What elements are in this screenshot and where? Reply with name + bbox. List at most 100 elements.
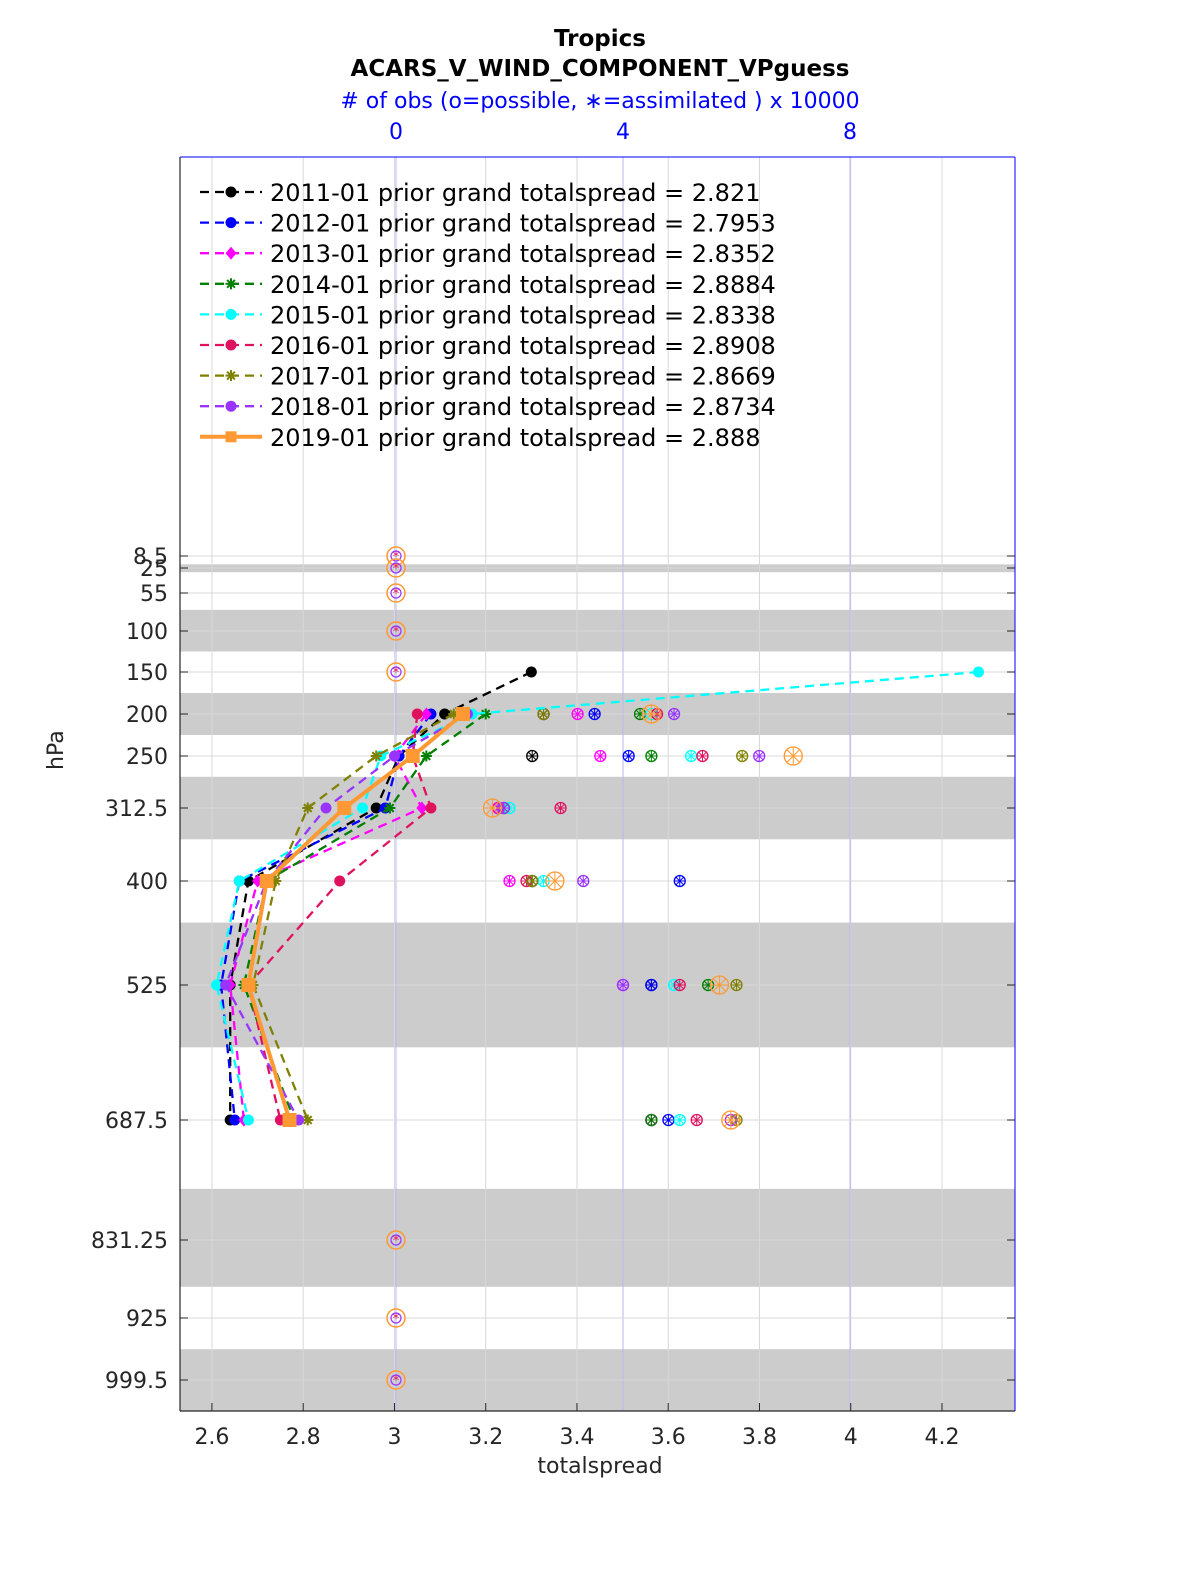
y-tick-label: 400 [126, 870, 168, 895]
obs-assim-marker: * [393, 1312, 400, 1327]
series-line-2012-01 [219, 713, 432, 1121]
data-point [481, 709, 491, 719]
data-point [334, 875, 346, 887]
data-point [320, 802, 332, 814]
shaded-band [180, 1188, 1015, 1287]
obs-assim-marker [596, 751, 605, 761]
data-point [303, 1115, 313, 1125]
series-line-2016-01 [247, 713, 433, 1121]
x-axis-title: totalspread [537, 1454, 663, 1479]
obs-possible-marker [390, 1312, 402, 1324]
obs-assim-marker [664, 1115, 673, 1125]
series-line-2015-01 [215, 670, 979, 1121]
top-axis-tick: 8 [843, 120, 857, 145]
obs-assim-marker [579, 876, 588, 886]
data-point [220, 979, 232, 991]
y-tick-label: 250 [126, 745, 168, 770]
series-line-2019-01 [246, 712, 465, 1121]
data-point [421, 751, 431, 761]
y-tick-label: 312.5 [105, 797, 168, 822]
data-point [972, 666, 984, 678]
series-line-2018-01 [224, 713, 469, 1121]
legend-entry: 2019-01 prior grand totalspread = 2.888 [270, 424, 760, 452]
obs-possible-marker [386, 546, 406, 566]
x-tick-label: 3 [387, 1425, 401, 1450]
legend-entry: 2012-01 prior grand totalspread = 2.7953 [270, 210, 776, 238]
obs-assim-marker [686, 751, 696, 761]
data-point [357, 802, 369, 814]
data-point [259, 874, 274, 888]
legend-entry: 2017-01 prior grand totalspread = 2.8669 [270, 363, 776, 391]
obs-possible-marker [390, 625, 402, 637]
data-point [455, 707, 470, 721]
obs-assim-marker [647, 1115, 656, 1125]
data-point [303, 803, 313, 813]
obs-assim-marker [754, 751, 764, 761]
data-point [241, 978, 256, 992]
obs-possible-marker [390, 1374, 402, 1386]
obs-assim-marker [692, 1115, 702, 1125]
obs-assim-marker [669, 709, 679, 719]
x-tick-label: 4 [844, 1425, 858, 1450]
obs-possible-marker [386, 1370, 406, 1390]
obs-possible-marker [386, 662, 406, 682]
series-line-2014-01 [242, 713, 487, 1121]
x-tick-label: 4.2 [924, 1425, 959, 1450]
top-axis-label: # of obs (o=possible, ∗=assimilated ) x … [340, 89, 860, 114]
obs-assim-marker [786, 749, 800, 763]
data-point [233, 875, 245, 887]
obs-assim-marker: * [393, 587, 400, 602]
y-tick-label: 100 [126, 620, 168, 645]
obs-assim-marker [539, 709, 548, 719]
obs-possible-marker [390, 562, 402, 574]
obs-possible-marker [390, 1234, 402, 1246]
obs-possible-marker [390, 550, 402, 562]
legend-entry: 2018-01 prior grand totalspread = 2.8734 [270, 393, 776, 421]
obs-possible-marker [390, 666, 402, 678]
data-point [416, 801, 428, 815]
obs-assim-marker [527, 876, 537, 886]
series-line-2017-01 [251, 712, 455, 1121]
y-tick-label: 150 [126, 661, 168, 686]
x-tick-label: 3.8 [742, 1425, 777, 1450]
legend-marker [225, 246, 237, 260]
obs-assim-marker [527, 751, 537, 761]
y-tick-label: 25 [140, 557, 168, 582]
data-point [282, 1113, 297, 1127]
obs-assim-marker [675, 876, 684, 886]
data-point [420, 707, 432, 721]
data-point [385, 803, 395, 813]
legend-marker [225, 339, 237, 351]
data-point [242, 1114, 254, 1126]
x-tick-label: 3.2 [468, 1425, 503, 1450]
legend-marker [226, 279, 236, 289]
obs-assim-marker [732, 980, 741, 990]
data-point [211, 979, 223, 991]
y-tick-label: 8.5 [133, 545, 168, 570]
y-tick-label: 687.5 [105, 1109, 168, 1134]
obs-assim-marker [647, 980, 656, 990]
y-tick-label: 999.5 [105, 1369, 168, 1394]
obs-possible-marker [386, 1230, 406, 1250]
top-axis-tick: 0 [389, 120, 403, 145]
obs-assim-marker [624, 751, 633, 761]
x-tick-label: 2.8 [286, 1425, 321, 1450]
data-point [337, 801, 352, 815]
obs-possible-marker [390, 587, 402, 599]
chart-subtitle: ACARS_V_WIND_COMPONENT_VPguess [350, 56, 850, 82]
y-tick-label: 831.25 [91, 1229, 168, 1254]
data-point [388, 750, 400, 762]
obs-assim-marker: * [393, 550, 400, 565]
legend-entry: 2014-01 prior grand totalspread = 2.8884 [270, 271, 776, 299]
data-point [229, 1114, 241, 1126]
legend-entry: 2015-01 prior grand totalspread = 2.8338 [270, 301, 776, 329]
top-axis-tick: 4 [616, 120, 630, 145]
x-tick-label: 2.6 [194, 1425, 229, 1450]
y-tick-label: 525 [126, 974, 168, 999]
obs-assim-marker: * [393, 1374, 400, 1389]
data-point [411, 708, 423, 720]
legend-entry: 2016-01 prior grand totalspread = 2.8908 [270, 332, 776, 360]
obs-assim-marker: * [393, 562, 400, 577]
obs-assim-marker [573, 709, 582, 719]
obs-assim-marker [724, 1113, 738, 1127]
